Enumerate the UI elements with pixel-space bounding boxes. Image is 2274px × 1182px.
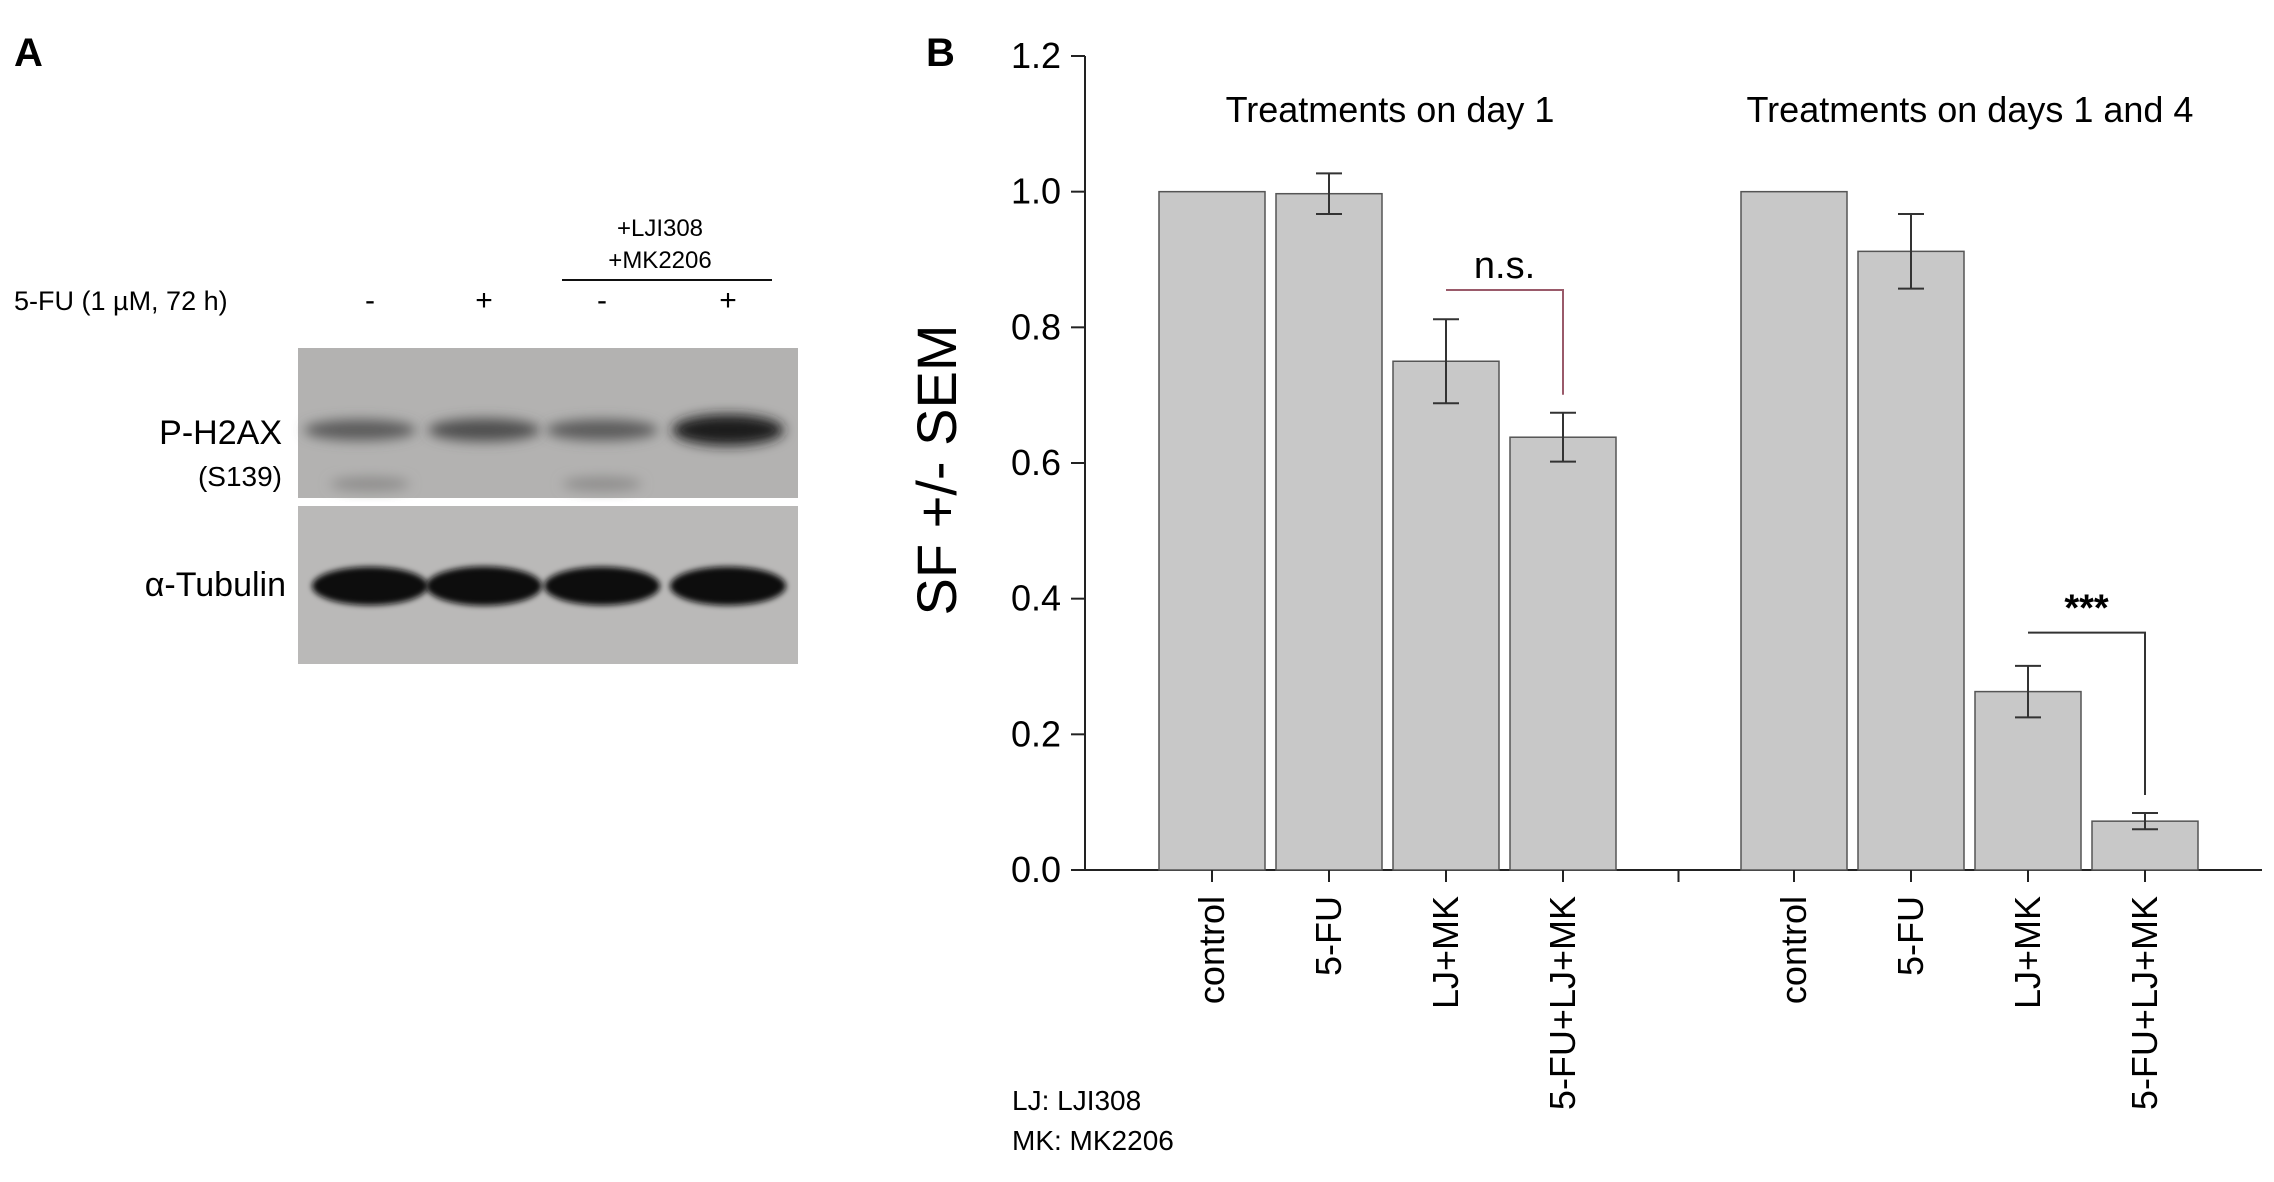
fu-row-label: 5-FU (1 µM, 72 h) — [14, 286, 228, 316]
y-tick-label: 0.0 — [1011, 849, 1061, 890]
panel-b-letter: B — [926, 31, 955, 75]
group-title: Treatments on days 1 and 4 — [1747, 89, 2194, 130]
bar — [1392, 360, 1500, 871]
footnote-mk: MK: MK2206 — [1012, 1125, 1174, 1156]
y-tick-label: 0.8 — [1011, 306, 1061, 347]
y-tick-label: 1.2 — [1011, 35, 1061, 76]
phospho-band — [672, 414, 784, 446]
lane-sign: + — [719, 284, 737, 317]
phospho-band — [546, 419, 658, 441]
y-axis-title: SF +/- SEM — [905, 325, 968, 616]
significance-label: n.s. — [1474, 245, 1535, 287]
x-category-label: 5-FU — [1308, 896, 1349, 976]
x-category-label: control — [1773, 896, 1814, 1004]
lane-sign: + — [475, 284, 493, 317]
x-category-label: control — [1191, 896, 1232, 1004]
bar — [1275, 192, 1383, 871]
x-category-label: 5-FU+LJ+MK — [2124, 896, 2165, 1110]
panel-a: A +LJI308 +MK2206 5-FU (1 µM, 72 h) - + - +… — [14, 31, 798, 664]
group-title: Treatments on day 1 — [1226, 89, 1555, 130]
phospho-blot-sublabel: (S139) — [198, 461, 282, 492]
x-category-label: LJ+MK — [1425, 896, 1466, 1009]
y-tick-label: 0.4 — [1011, 578, 1061, 619]
lane-sign: - — [597, 284, 607, 317]
tubulin-band — [426, 566, 542, 606]
lane-signs: - + - + — [365, 284, 737, 317]
tubulin-band — [670, 566, 786, 606]
bar — [1974, 690, 2082, 871]
y-tick-label: 0.2 — [1011, 713, 1061, 754]
footnote-lj: LJ: LJI308 — [1012, 1085, 1141, 1116]
panel-a-letter: A — [14, 31, 43, 75]
bar — [1857, 250, 1965, 871]
significance-bracket — [1446, 289, 1564, 395]
y-tick-label: 1.0 — [1011, 171, 1061, 212]
x-category-label: LJ+MK — [2007, 896, 2048, 1009]
bar — [1509, 436, 1617, 871]
bar — [1740, 190, 1848, 871]
bar-chart: 0.0 0.2 0.4 0.6 0.8 1.0 1.2 Treatments on day 1… — [1011, 35, 2262, 1110]
tubulin-band — [312, 566, 428, 606]
tubulin-band — [544, 566, 660, 606]
x-category-label: 5-FU — [1890, 896, 1931, 976]
lane-sign: - — [365, 284, 375, 317]
significance-label: *** — [2064, 588, 2109, 630]
panel-b: B SF +/- SEM 0.0 0.2 0.4 0.6 0.8 1.0 1.2 Treatm… — [905, 31, 2262, 1156]
phospho-minor-band — [562, 477, 642, 491]
tubulin-bands — [312, 566, 786, 606]
treatment-header-line2: +MK2206 — [608, 247, 711, 274]
phospho-band — [304, 419, 416, 441]
phospho-blot-label: P-H2AX — [159, 414, 282, 452]
phospho-minor-band — [330, 477, 410, 491]
treatment-header-line1: +LJI308 — [617, 215, 703, 242]
phospho-band — [428, 418, 540, 442]
bar — [1158, 190, 1266, 871]
tubulin-blot-label: α-Tubulin — [145, 566, 286, 604]
significance-bracket — [2028, 631, 2146, 796]
x-category-label: 5-FU+LJ+MK — [1542, 896, 1583, 1110]
y-tick-label: 0.6 — [1011, 442, 1061, 483]
phospho-bands — [304, 414, 784, 491]
